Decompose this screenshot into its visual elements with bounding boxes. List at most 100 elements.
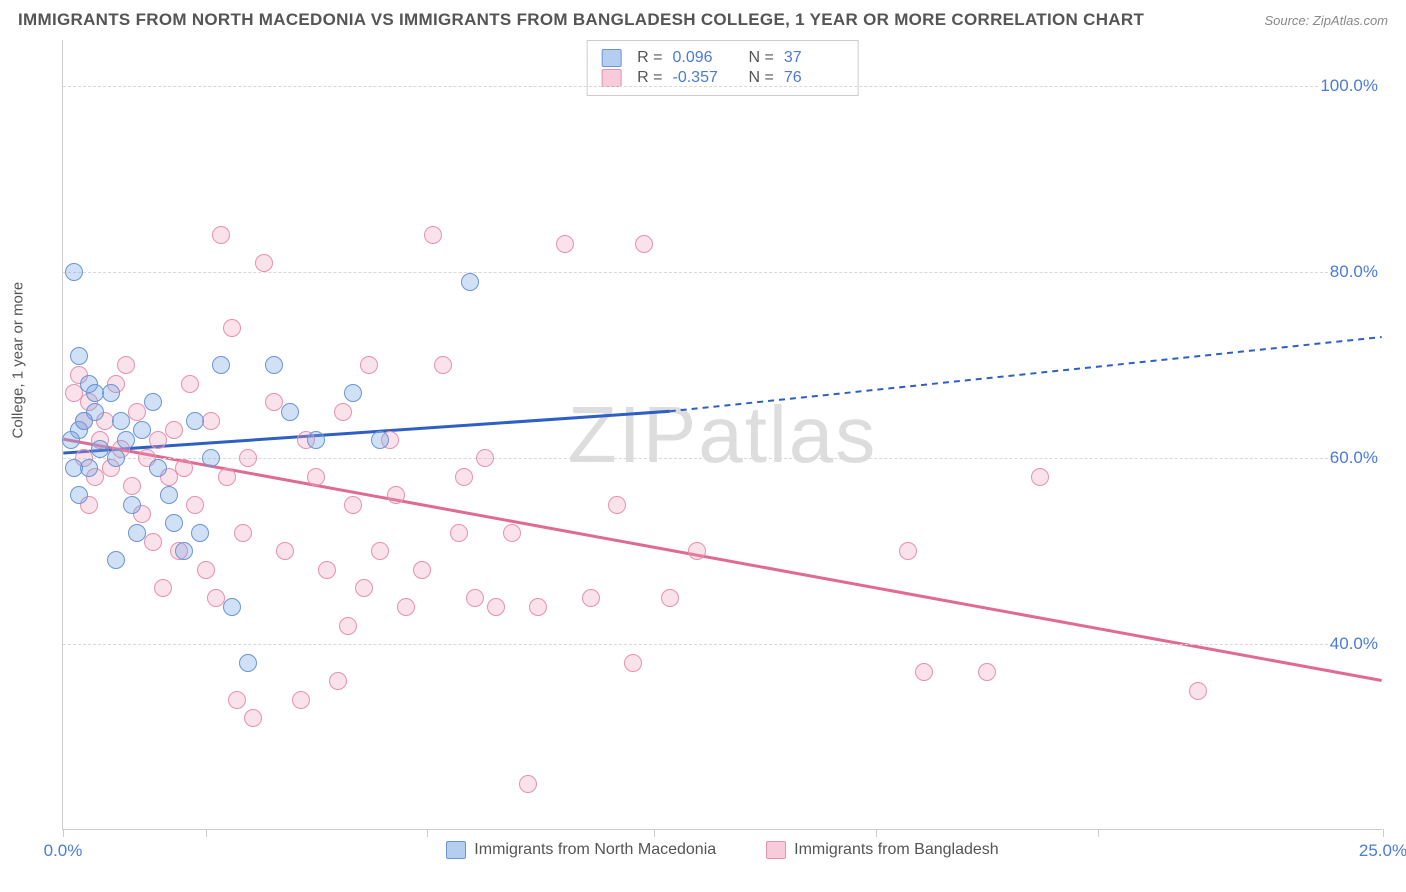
data-point: [239, 449, 257, 467]
data-point: [117, 431, 135, 449]
data-point: [450, 524, 468, 542]
n-value-b: 76: [784, 69, 844, 87]
data-point: [65, 384, 83, 402]
data-point: [191, 524, 209, 542]
data-point: [276, 542, 294, 560]
legend-item-a: Immigrants from North Macedonia: [446, 841, 716, 859]
n-label-b: N =: [749, 69, 774, 87]
data-point: [244, 709, 262, 727]
data-point: [70, 486, 88, 504]
swatch-pink-icon: [601, 69, 621, 87]
source-label: Source: ZipAtlas.com: [1264, 13, 1388, 28]
data-point: [102, 384, 120, 402]
data-point: [608, 496, 626, 514]
y-axis-label: College, 1 year or more: [10, 282, 27, 439]
r-label-b: R =: [637, 69, 662, 87]
y-tick-label: 100.0%: [1320, 76, 1386, 96]
data-point: [339, 617, 357, 635]
data-point: [503, 524, 521, 542]
data-point: [62, 431, 80, 449]
data-point: [360, 356, 378, 374]
data-point: [212, 356, 230, 374]
x-tick: [876, 829, 877, 837]
data-point: [334, 403, 352, 421]
legend-stats-row-a: R = 0.096 N = 37: [601, 49, 844, 67]
x-tick: [427, 829, 428, 837]
legend-label-a: Immigrants from North Macedonia: [474, 841, 716, 859]
x-tick: [63, 829, 64, 837]
data-point: [123, 477, 141, 495]
data-point: [434, 356, 452, 374]
data-point: [1031, 468, 1049, 486]
data-point: [413, 561, 431, 579]
data-point: [624, 654, 642, 672]
data-point: [582, 589, 600, 607]
data-point: [635, 235, 653, 253]
chart-plot-area: ZIPatlas R = 0.096 N = 37 R = -0.357 N =…: [62, 40, 1382, 830]
swatch-pink-icon: [766, 841, 786, 859]
x-tick: [1383, 829, 1384, 837]
swatch-blue-icon: [601, 49, 621, 67]
gridline: [63, 272, 1378, 273]
data-point: [487, 598, 505, 616]
data-point: [281, 403, 299, 421]
data-point: [65, 263, 83, 281]
data-point: [915, 663, 933, 681]
r-label-a: R =: [637, 49, 662, 67]
gridline: [63, 86, 1378, 87]
r-value-a: 0.096: [673, 49, 733, 67]
data-point: [202, 449, 220, 467]
data-point: [149, 431, 167, 449]
data-point: [387, 486, 405, 504]
data-point: [175, 542, 193, 560]
data-point: [154, 579, 172, 597]
data-point: [165, 421, 183, 439]
data-point: [144, 393, 162, 411]
data-point: [165, 514, 183, 532]
data-point: [344, 384, 362, 402]
trend-lines: [63, 40, 1382, 829]
chart-title: IMMIGRANTS FROM NORTH MACEDONIA VS IMMIG…: [18, 10, 1144, 30]
data-point: [1189, 682, 1207, 700]
data-point: [529, 598, 547, 616]
data-point: [70, 347, 88, 365]
data-point: [476, 449, 494, 467]
data-point: [455, 468, 473, 486]
data-point: [223, 319, 241, 337]
data-point: [461, 273, 479, 291]
data-point: [371, 542, 389, 560]
x-tick: [1098, 829, 1099, 837]
data-point: [307, 431, 325, 449]
data-point: [228, 691, 246, 709]
x-tick: [206, 829, 207, 837]
n-value-a: 37: [784, 49, 844, 67]
x-tick-label: 0.0%: [44, 841, 83, 861]
data-point: [688, 542, 706, 560]
data-point: [86, 384, 104, 402]
data-point: [202, 412, 220, 430]
r-value-b: -0.357: [673, 69, 733, 87]
gridline: [63, 458, 1378, 459]
data-point: [107, 551, 125, 569]
data-point: [80, 459, 98, 477]
data-point: [318, 561, 336, 579]
data-point: [556, 235, 574, 253]
y-tick-label: 40.0%: [1330, 634, 1386, 654]
data-point: [123, 496, 141, 514]
data-point: [292, 691, 310, 709]
data-point: [186, 496, 204, 514]
legend-stats-row-b: R = -0.357 N = 76: [601, 69, 844, 87]
gridline: [63, 644, 1378, 645]
data-point: [128, 524, 146, 542]
y-tick-label: 80.0%: [1330, 262, 1386, 282]
data-point: [149, 459, 167, 477]
legend-series: Immigrants from North Macedonia Immigran…: [63, 841, 1382, 859]
data-point: [133, 421, 151, 439]
data-point: [212, 226, 230, 244]
data-point: [424, 226, 442, 244]
y-tick-label: 60.0%: [1330, 448, 1386, 468]
data-point: [128, 403, 146, 421]
data-point: [107, 449, 125, 467]
data-point: [65, 459, 83, 477]
data-point: [175, 459, 193, 477]
